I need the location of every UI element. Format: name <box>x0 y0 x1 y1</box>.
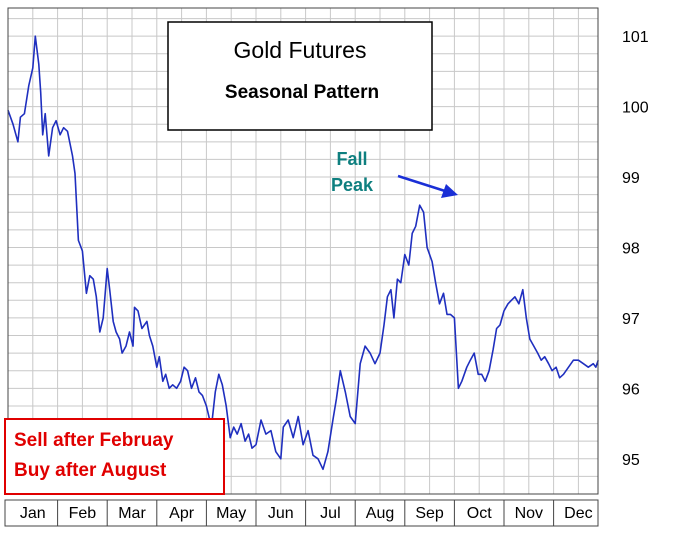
month-tick-label: Aug <box>366 505 394 522</box>
month-tick-label: Oct <box>467 505 492 522</box>
y-tick-label: 96 <box>622 381 640 398</box>
plot-border <box>7 7 599 495</box>
month-tick-label: Sep <box>415 505 444 522</box>
y-tick-label: 100 <box>622 100 649 117</box>
annotation-arrowhead <box>441 184 458 198</box>
annotation-arrow <box>397 174 446 193</box>
price-series-line <box>7 35 599 471</box>
y-tick-label: 99 <box>622 170 640 187</box>
month-axis-frame <box>4 499 599 527</box>
title-box: Gold Futures Seasonal Pattern <box>167 21 433 131</box>
note-line1: Sell after Februay <box>14 430 174 451</box>
chart-title: Gold Futures <box>234 37 367 63</box>
chart-subtitle: Seasonal Pattern <box>225 82 379 103</box>
month-tick-label: Feb <box>69 505 97 522</box>
annotation-line1: Fall <box>336 149 367 169</box>
month-tick-label: Jun <box>268 505 294 522</box>
month-axis: Jan Feb Mar Apr May Jun Jul Aug Sep Oct Nov Dec <box>4 499 599 527</box>
line-layer <box>7 35 599 471</box>
month-tick-label: May <box>216 505 246 522</box>
y-tick-label: 98 <box>622 240 640 257</box>
note-box: Sell after Februay Buy after August <box>4 418 225 495</box>
annotation-line2: Peak <box>331 175 374 195</box>
month-tick-label: Apr <box>169 505 195 522</box>
month-tick-label: Nov <box>515 505 543 522</box>
y-axis: 95 96 97 98 99 100 101 <box>622 29 649 469</box>
month-tick-label: Dec <box>564 505 592 522</box>
y-tick-label: 101 <box>622 29 649 46</box>
month-tick-label: Jan <box>20 505 46 522</box>
month-tick-label: Mar <box>118 505 146 522</box>
month-tick-label: Jul <box>320 505 340 522</box>
note-line2: Buy after August <box>14 460 167 481</box>
fall-peak-annotation: Fall Peak <box>331 149 458 198</box>
y-tick-label: 95 <box>622 452 640 469</box>
y-tick-label: 97 <box>622 311 640 328</box>
